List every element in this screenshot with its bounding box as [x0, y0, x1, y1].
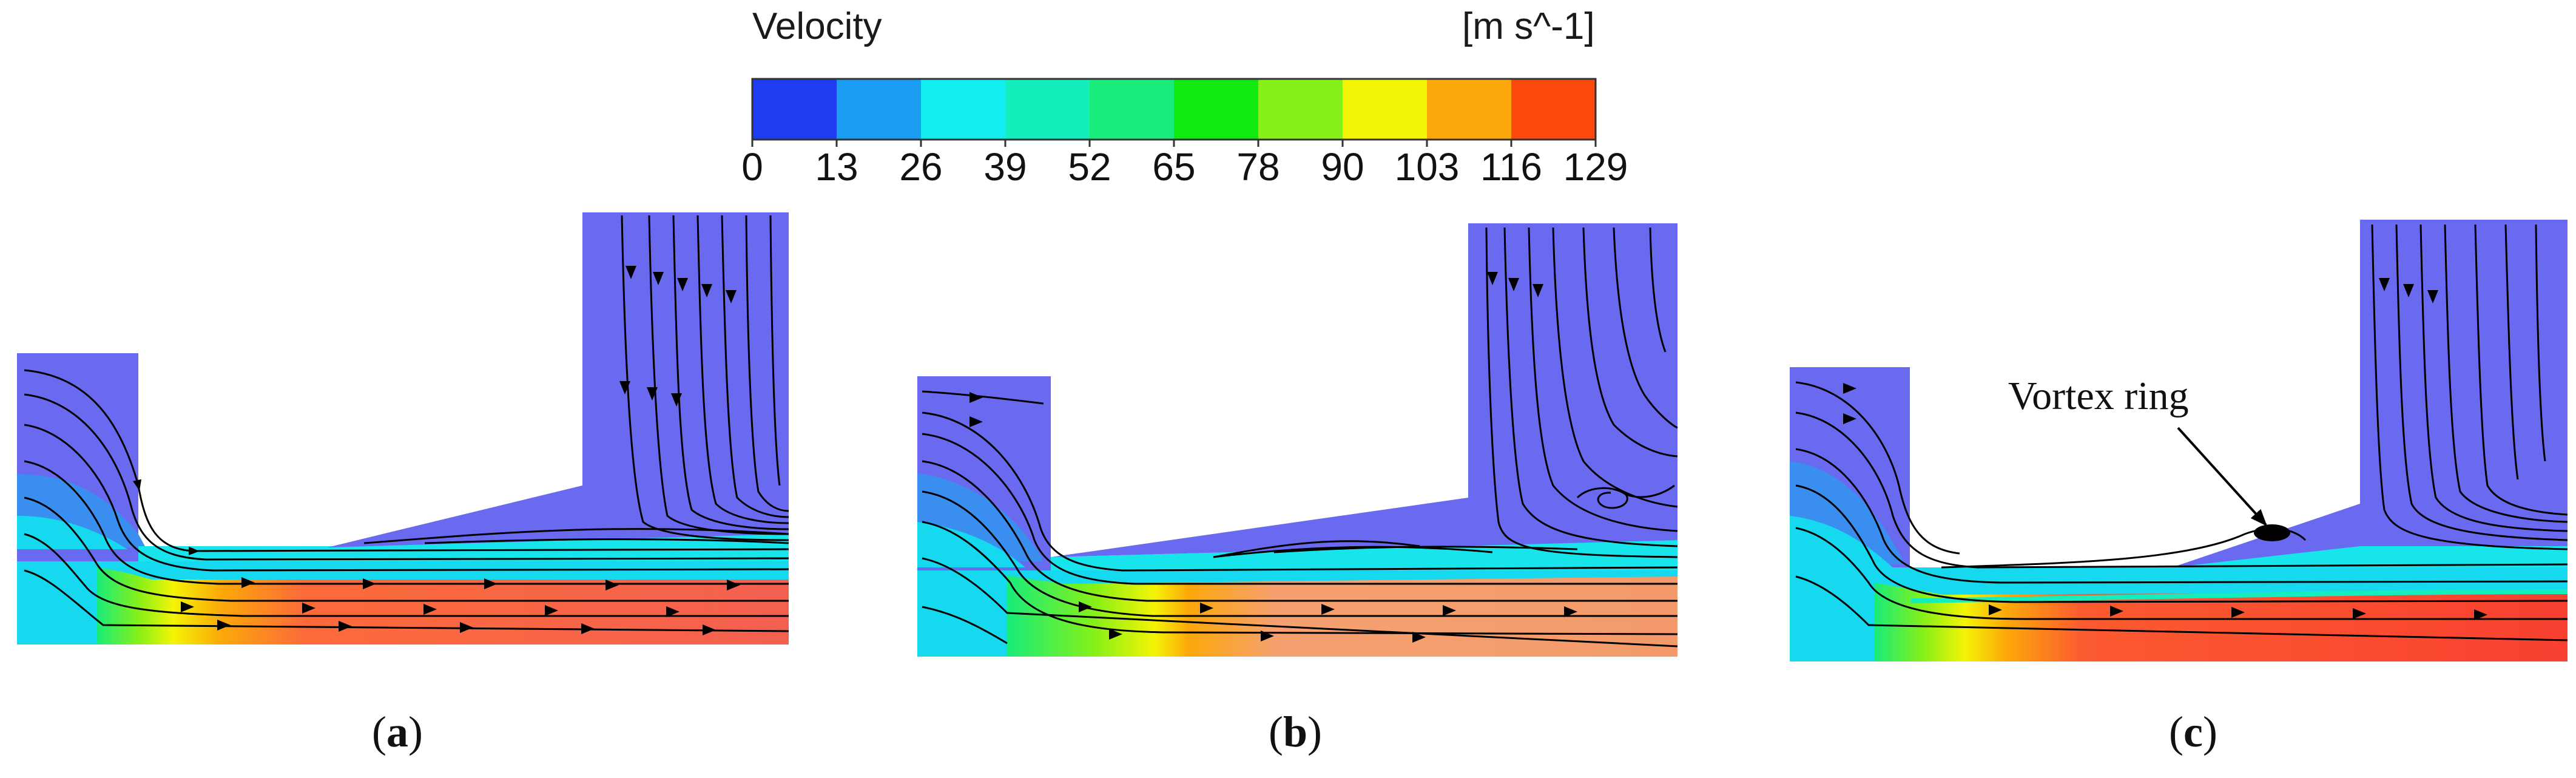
panel-b-streamlines — [922, 227, 1678, 648]
panel-b-arrows — [969, 272, 1577, 643]
legend-swatch — [1258, 79, 1343, 140]
caption-a-letter: a — [386, 708, 408, 756]
legend-swatch — [1090, 79, 1175, 140]
legend-swatch — [1511, 79, 1596, 140]
panel-c-contour — [1790, 220, 2568, 661]
legend-swatch — [921, 79, 1006, 140]
panel-a-contour — [17, 212, 789, 644]
legend-tick-label: 13 — [815, 145, 858, 189]
legend-unit: [m s^-1] — [1462, 5, 1595, 47]
panel-c-arrows — [1843, 278, 2487, 620]
legend-tick-label: 129 — [1563, 145, 1628, 189]
panel-a — [17, 212, 789, 644]
legend-tick-label: 116 — [1480, 145, 1543, 189]
panel-c — [1790, 220, 2568, 661]
panel-a-arrows — [181, 266, 740, 635]
vortex-ring-marker — [2254, 524, 2290, 541]
legend-tick-label: 78 — [1236, 145, 1280, 189]
legend-tick-label: 90 — [1321, 145, 1364, 189]
legend-swatch — [1174, 79, 1259, 140]
legend-swatch — [1427, 79, 1512, 140]
legend-tick-label: 26 — [899, 145, 943, 189]
legend-tick-label: 52 — [1068, 145, 1111, 189]
caption-c-letter: c — [2183, 708, 2203, 756]
caption-a: (a) — [372, 708, 423, 756]
panel-b-contour — [917, 223, 1677, 657]
legend-swatch — [1343, 79, 1428, 140]
legend-tick-label: 65 — [1152, 145, 1196, 189]
legend-tick-label: 39 — [983, 145, 1027, 189]
annotation-arrow — [2177, 427, 2267, 527]
panel-a-streamlines — [24, 215, 789, 632]
caption-b-letter: b — [1283, 708, 1308, 756]
legend-swatch — [752, 79, 837, 140]
legend-swatch — [1005, 79, 1090, 140]
legend-title: Velocity — [752, 5, 882, 47]
vortex-ring-annotation: Vortex ring — [2008, 374, 2189, 418]
legend-colorbar — [751, 78, 1597, 147]
legend-tick-label: 0 — [741, 145, 763, 189]
legend-swatch — [837, 79, 922, 140]
panel-b — [917, 223, 1678, 657]
caption-b: (b) — [1268, 708, 1323, 756]
caption-c: (c) — [2169, 708, 2217, 756]
panel-c-streamlines — [1795, 224, 2568, 641]
legend-tick-label: 103 — [1394, 145, 1460, 189]
